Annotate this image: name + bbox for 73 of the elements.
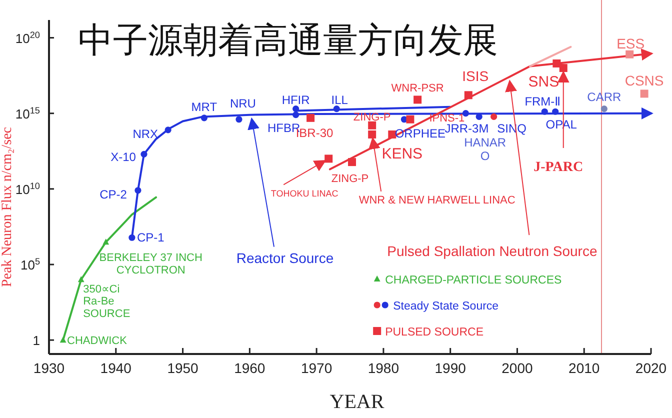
annotation: KENS [382, 145, 423, 162]
x-tick-label: 2010 [568, 360, 600, 376]
point [552, 59, 561, 68]
x-tick-label: 2020 [635, 360, 667, 376]
annotation: ZING-P [331, 173, 369, 186]
y-axis-title: Peak Neuron Flux n/cm₂/sec [0, 126, 15, 288]
annotation: NRX [132, 126, 158, 141]
point [552, 108, 559, 115]
annotation: X-10 [110, 150, 136, 164]
annotation: HFIR [282, 92, 310, 107]
point [414, 96, 422, 104]
legend-label: Steady State Source [393, 300, 499, 312]
annotation: JRR-3M [444, 121, 489, 136]
annotation: CP-2 [100, 187, 128, 202]
y-tick-label: 10$^{15}$ [15, 105, 40, 122]
x-tick-label: 2000 [502, 360, 534, 376]
point [348, 158, 356, 166]
annotation: CSNS [624, 72, 664, 89]
x-tick-label: 1960 [234, 360, 266, 376]
y-tick-label: 10$^{10}$ [15, 180, 40, 197]
point [368, 130, 376, 138]
point [140, 150, 148, 158]
x-axis-title: YEAR [330, 391, 385, 413]
y-tick-label: 10$^{5}$ [20, 256, 40, 273]
annotation: 350∝Ci Ra-Be SOURCE [83, 284, 130, 320]
annotation: ZING-P [353, 111, 391, 124]
annotation: ESS [616, 35, 645, 52]
chart-title: 中子源朝着高通量方向发展 [78, 21, 498, 60]
annotation: ILL [331, 92, 348, 107]
x-tick-label: 1950 [167, 360, 199, 376]
annotation: Pulsed Spallation Neutron Source [387, 243, 598, 260]
annotation: J-PARC [534, 160, 584, 176]
annotation: TOHOKU LINAC [270, 188, 339, 199]
point [236, 116, 242, 123]
annotation: Reactor Source [236, 250, 334, 266]
y-tick-label: 1 [32, 333, 40, 348]
point [541, 108, 548, 115]
annotation: NRU [230, 96, 256, 110]
point [164, 126, 172, 134]
point [464, 91, 472, 100]
point [368, 121, 376, 130]
x-tick-label: 1930 [33, 360, 65, 376]
point [406, 115, 414, 124]
point [600, 106, 608, 112]
annotation: ISIS [462, 68, 489, 84]
x-tick-label: 1970 [300, 360, 332, 376]
annotation: BERKELEY 37 INCH CYCLOTRON [99, 252, 202, 276]
annotation: WNR & NEW HARWELL LINAC [358, 194, 516, 206]
point [78, 276, 84, 282]
point [306, 114, 315, 122]
x-tick-label: 1940 [100, 360, 132, 376]
annotation: CP-1 [136, 230, 165, 245]
point [128, 234, 136, 241]
annotation: HANAR O [464, 136, 506, 163]
point [324, 154, 333, 163]
point [60, 336, 66, 343]
annotation: SNS [528, 73, 560, 90]
annotation: MRT [191, 100, 218, 114]
point [292, 106, 300, 112]
x-tick-label: 1990 [434, 360, 466, 376]
point [134, 187, 142, 194]
point [640, 90, 648, 98]
point [559, 64, 568, 72]
x-tick-label: 1980 [368, 360, 400, 376]
y-tick-label: 10$^{20}$ [15, 30, 40, 46]
point [292, 112, 300, 118]
annotation: FRM-Ⅱ [524, 94, 561, 109]
point [200, 114, 208, 122]
annotation: CHADWICK [67, 335, 128, 348]
point [333, 106, 340, 112]
point [626, 50, 634, 58]
point [102, 238, 110, 245]
annotation: WNR-PSR [391, 82, 444, 95]
